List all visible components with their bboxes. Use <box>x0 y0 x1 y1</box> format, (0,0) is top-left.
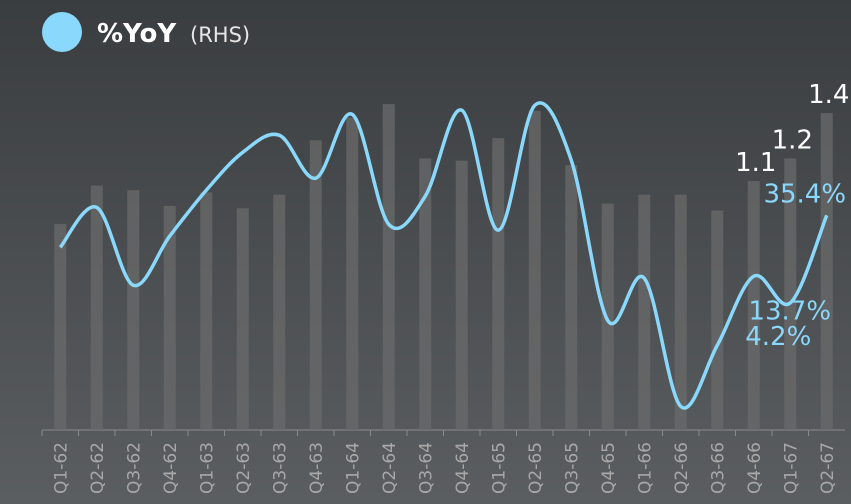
x-tick-label: Q2-62 <box>88 442 108 494</box>
bar <box>236 208 249 430</box>
x-tick-label: Q3-65 <box>562 442 582 494</box>
bar <box>638 194 651 430</box>
legend-swatch <box>42 12 82 52</box>
line-value-label: 13.7% <box>748 296 831 326</box>
bar <box>54 224 67 430</box>
bar <box>528 110 541 430</box>
bar <box>674 194 687 430</box>
x-tick-label: Q1-65 <box>489 442 509 494</box>
bar <box>565 165 578 431</box>
x-tick-label: Q2-64 <box>380 442 400 494</box>
x-tick-label: Q4-62 <box>161 442 181 494</box>
x-tick-label: Q1-64 <box>343 442 363 494</box>
x-tick-label: Q3-63 <box>270 442 290 494</box>
x-tick-label: Q3-66 <box>708 442 728 494</box>
bar <box>747 181 760 430</box>
bar-value-label: 1.4 <box>808 80 849 110</box>
legend-suffix: (RHS) <box>190 23 250 47</box>
x-tick-label: Q2-65 <box>526 442 546 494</box>
line-value-label: 35.4% <box>763 179 846 209</box>
bar <box>200 192 213 430</box>
x-tick-label: Q3-64 <box>416 442 436 494</box>
x-tick-label: Q2-63 <box>234 442 254 494</box>
x-tick-label: Q1-62 <box>51 442 71 494</box>
bar <box>273 194 286 430</box>
x-tick-label: Q1-63 <box>197 442 217 494</box>
bar <box>711 210 724 430</box>
x-tick-label: Q4-63 <box>307 442 327 494</box>
bar <box>455 160 468 430</box>
bar-value-label: 1.2 <box>772 125 813 155</box>
x-tick-label: Q1-66 <box>635 442 655 494</box>
line <box>58 101 829 410</box>
bar <box>382 104 395 431</box>
bar <box>163 205 176 430</box>
bar <box>784 158 797 430</box>
bar <box>820 113 833 430</box>
bar <box>90 185 103 430</box>
bar <box>127 190 140 430</box>
x-tick-label: Q4-65 <box>599 442 619 494</box>
x-tick-label: Q4-64 <box>453 442 473 494</box>
x-tick-label: Q3-62 <box>124 442 144 494</box>
line-value-label: 4.2% <box>745 322 811 352</box>
bar <box>492 138 505 431</box>
bar-value-label: 1.1 <box>735 148 776 178</box>
x-tick-label: Q2-66 <box>672 442 692 494</box>
bar <box>346 117 359 431</box>
bar <box>419 158 432 430</box>
legend-label: %YoY <box>97 19 177 49</box>
bar <box>309 140 322 430</box>
x-tick-label: Q1-67 <box>781 442 801 494</box>
x-tick-label: Q2-67 <box>818 442 838 494</box>
x-tick-label: Q4-66 <box>745 442 765 494</box>
